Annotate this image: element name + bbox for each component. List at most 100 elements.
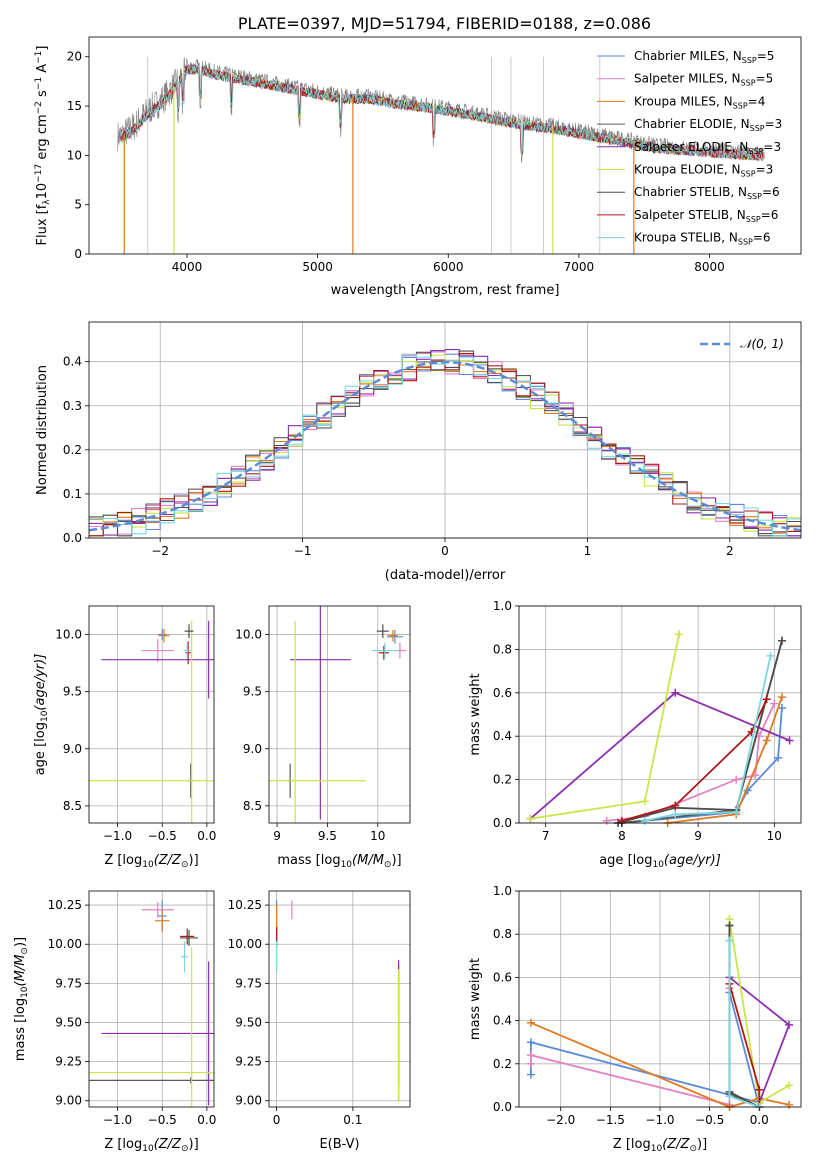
x-tick-label: 0.0 — [750, 1113, 769, 1127]
weight-marker — [725, 936, 734, 945]
y-tick-label: 0 — [74, 247, 82, 261]
y-axis-label: mass weight — [468, 958, 483, 1040]
x-axis-label: E(B-V) — [319, 1137, 359, 1152]
x-axis-label: age [log10(age/yr)] — [599, 853, 721, 870]
mass-vs-extinction-plot: 0 0.1 9.00 9.25 9.50 9.75 10.00 10.25 E(B-V) — [228, 890, 411, 1152]
y-tick-label: 9.50 — [235, 1015, 262, 1029]
x-tick-label: 9 — [273, 829, 281, 843]
x-tick-label: 0.0 — [197, 1113, 216, 1127]
weight-marker — [526, 1059, 535, 1068]
y-tick-label: 10.25 — [48, 898, 82, 912]
weight-marker — [762, 736, 771, 745]
residuals-histogram-plot: −2 −1 0 1 2 0.0 0.1 0.2 0.3 0.4 (data-model)/error… — [35, 321, 802, 583]
y-tick-label: 1.0 — [493, 599, 512, 613]
y-tick-label: 0.8 — [493, 642, 512, 656]
spectrum-x-label: wavelength [Angstrom, rest frame] — [331, 283, 560, 298]
axes-frame — [88, 605, 215, 824]
weight-marker — [526, 1070, 535, 1079]
weight-marker — [640, 816, 649, 825]
weight-marker — [785, 1081, 794, 1090]
weight-marker — [777, 636, 786, 645]
weight-marker — [755, 1085, 764, 1094]
weight-marker — [785, 1100, 794, 1109]
weight-marker — [785, 736, 794, 745]
y-tick-label: 0.3 — [63, 399, 82, 413]
y-tick-label: 0.0 — [493, 816, 512, 830]
y-tick-label: 5 — [74, 198, 82, 212]
weight-line — [530, 1021, 790, 1108]
x-tick-label: −0.5 — [148, 829, 177, 843]
y-tick-label: 10.00 — [228, 937, 262, 951]
y-tick-label: 0.6 — [493, 970, 512, 984]
x-tick-label: −1 — [294, 544, 312, 558]
y-tick-label: 0.4 — [63, 355, 82, 369]
y-tick-label: 0.1 — [63, 487, 82, 501]
legend-entry: Salpeter MILES, NSSP=5 — [634, 72, 773, 88]
x-tick-label: 10 — [767, 829, 782, 843]
observed-spectrum — [117, 57, 765, 163]
weight-marker — [526, 1018, 535, 1027]
y-tick-label: 10.0 — [55, 628, 82, 642]
residuals-y-label: Normed distribution — [35, 365, 50, 495]
mass-weight-vs-age-plot: 7 8 9 10 0.0 0.2 0.4 0.6 0.8 1.0 age [log10(age/yr… — [468, 599, 802, 870]
legend-entry: Chabrier MILES, NSSP=5 — [634, 49, 774, 65]
x-tick-label: −2 — [151, 544, 169, 558]
weight-marker — [762, 695, 771, 704]
x-tick-label: −0.5 — [148, 1113, 177, 1127]
x-axis-label: mass [log10(M/M⊙)] — [277, 853, 401, 870]
weight-marker — [785, 1020, 794, 1029]
y-tick-label: 9.25 — [55, 1055, 82, 1069]
x-tick-label: 7000 — [564, 260, 595, 274]
weight-marker — [671, 810, 680, 819]
legend-entry: Salpeter ELODIE, NSSP=3 — [634, 140, 781, 156]
x-tick-label: 8000 — [694, 260, 725, 274]
axes-frame — [268, 605, 411, 824]
y-tick-label: 0.2 — [493, 773, 512, 787]
y-tick-label: 0.6 — [493, 686, 512, 700]
x-tick-label: 10 — [370, 829, 385, 843]
x-tick-label: 7 — [542, 829, 550, 843]
y-tick-label: 9.0 — [243, 742, 262, 756]
y-tick-label: 10.25 — [228, 898, 262, 912]
x-tick-label: 0.0 — [197, 829, 216, 843]
y-tick-label: 9.25 — [235, 1055, 262, 1069]
weight-line — [621, 698, 768, 822]
y-tick-label: 0.2 — [493, 1057, 512, 1071]
weight-marker — [602, 816, 611, 825]
y-axis-label: age [log10(age/yr)] — [33, 654, 50, 776]
legend-entry: Kroupa ELODIE, NSSP=3 — [634, 163, 773, 179]
weight-marker — [777, 703, 786, 712]
y-tick-label: 15 — [67, 99, 82, 113]
mass-weight-vs-metallicity-plot: −2.0 −1.5 −1.0 −0.5 0.0 0.0 0.2 0.4 0.6 0.8 1.0 Z [… — [468, 884, 802, 1154]
spectrum-traces — [117, 56, 765, 254]
y-tick-label: 20 — [67, 50, 82, 64]
x-tick-label: −1.0 — [645, 1113, 674, 1127]
x-tick-label: 8 — [618, 829, 626, 843]
y-axis-label: mass [log10(M/M⊙)] — [13, 937, 30, 1061]
legend-entry: 𝒩(0, 1) — [740, 337, 784, 351]
y-tick-label: 9.75 — [55, 976, 82, 990]
y-axis-label: mass weight — [468, 673, 483, 755]
y-tick-label: 0.0 — [493, 1100, 512, 1114]
y-tick-label: 10 — [67, 148, 82, 162]
age-vs-metallicity-plot: −1.0 −0.5 0.0 8.5 9.0 9.5 10.0 Z [log10(Z/Z⊙)] a… — [33, 605, 216, 870]
legend-entry: Kroupa STELIB, NSSP=6 — [634, 231, 771, 247]
x-tick-label: −1.5 — [596, 1113, 625, 1127]
legend-entry: Kroupa MILES, NSSP=4 — [634, 94, 765, 110]
y-tick-label: 0.4 — [493, 729, 512, 743]
x-tick-label: 1 — [584, 544, 592, 558]
model-spectrum — [122, 64, 765, 162]
y-tick-label: 0.4 — [493, 1014, 512, 1028]
y-tick-label: 10.0 — [235, 628, 262, 642]
y-tick-label: 0.0 — [63, 531, 82, 545]
figure-title: PLATE=0397, MJD=51794, FIBERID=0188, z=0… — [238, 14, 651, 33]
axes-frame — [88, 36, 802, 255]
x-tick-label: 2 — [726, 544, 734, 558]
weight-marker — [725, 1092, 734, 1101]
age-vs-mass-plot: 9 9.5 10 8.5 9.0 9.5 10.0 mass [log10(M/M⊙)] — [235, 605, 411, 870]
mass-vs-metallicity-plot: −1.0 −0.5 0.0 9.00 9.25 9.50 9.75 10.00 10.25 Z [… — [13, 890, 216, 1154]
x-tick-label: 9 — [694, 829, 702, 843]
y-tick-label: 9.00 — [55, 1094, 82, 1108]
x-tick-label: −1.0 — [103, 1113, 132, 1127]
weight-marker — [725, 921, 734, 930]
